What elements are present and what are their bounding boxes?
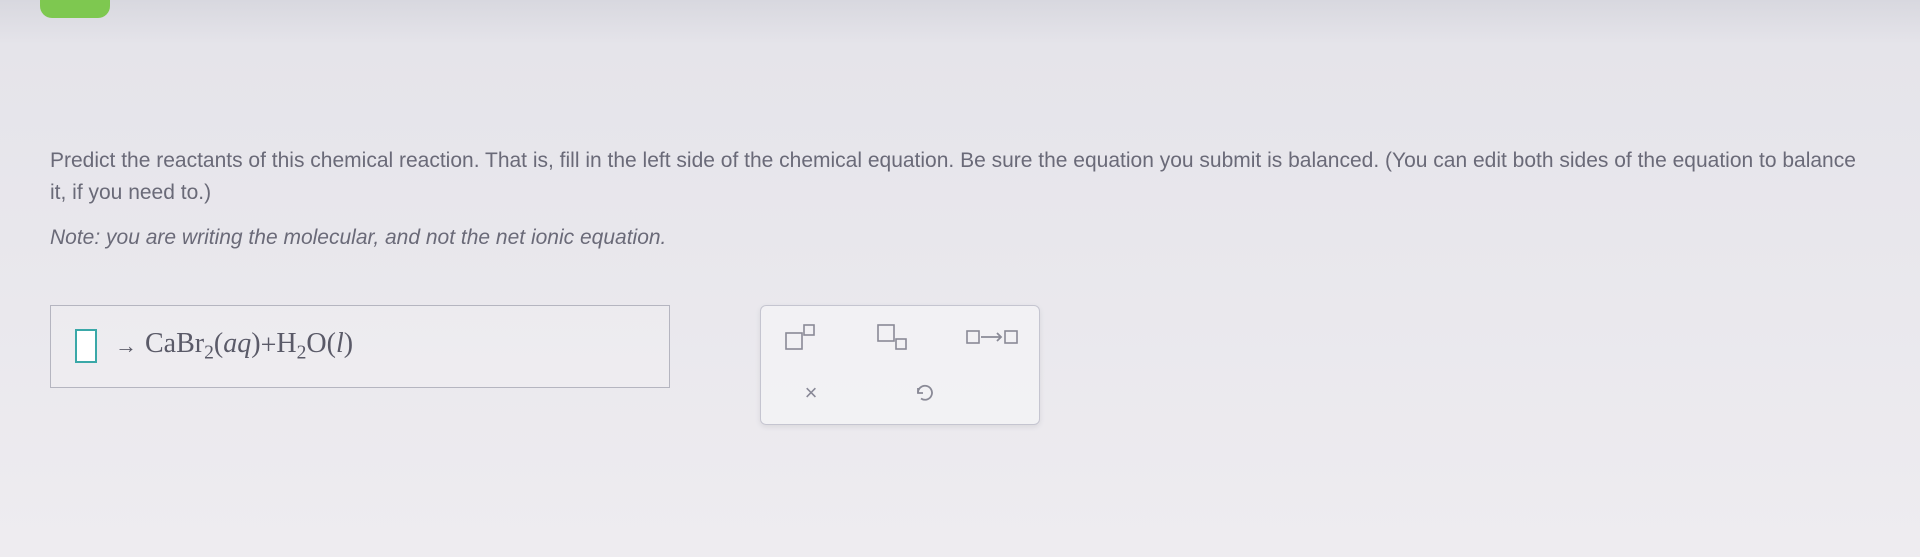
product-2-base: H [276,328,296,359]
product-2: H2O(l) [276,328,353,365]
note-text: Note: you are writing the molecular, and… [50,226,1870,250]
product-1-sub: 2 [204,343,214,364]
product-2-state: l [336,328,344,359]
tool-row-1 [781,322,1019,352]
product-1: CaBr2(aq) [145,328,261,365]
work-area: → CaBr2(aq) + H2O(l) [50,305,1870,425]
header-tab [40,0,110,18]
tool-row-2: × [781,378,1019,408]
instruction-text: Predict the reactants of this chemical r… [50,145,1870,208]
product-1-base: CaBr [145,328,204,359]
subscript-icon [876,323,910,351]
product-2-rest: O [306,328,326,359]
arrow-insert-button[interactable] [965,322,1019,352]
note-body: you are writing the molecular, and not t… [100,226,666,249]
note-prefix: Note: [50,226,100,249]
formula-toolbar: × [760,305,1040,425]
reactant-input[interactable] [75,329,97,363]
superscript-icon [784,323,818,351]
subscript-button[interactable] [873,322,913,352]
product-1-state: aq [223,328,251,359]
product-2-sub: 2 [297,343,307,364]
reset-icon [914,382,936,404]
equation-input-box[interactable]: → CaBr2(aq) + H2O(l) [50,305,670,388]
reaction-arrow: → [115,333,137,359]
reset-button[interactable] [905,378,945,408]
arrow-insert-icon [965,327,1019,347]
question-panel: Predict the reactants of this chemical r… [0,0,1920,425]
plus-sign: + [261,330,277,362]
superscript-button[interactable] [781,322,821,352]
clear-button[interactable]: × [791,378,831,408]
